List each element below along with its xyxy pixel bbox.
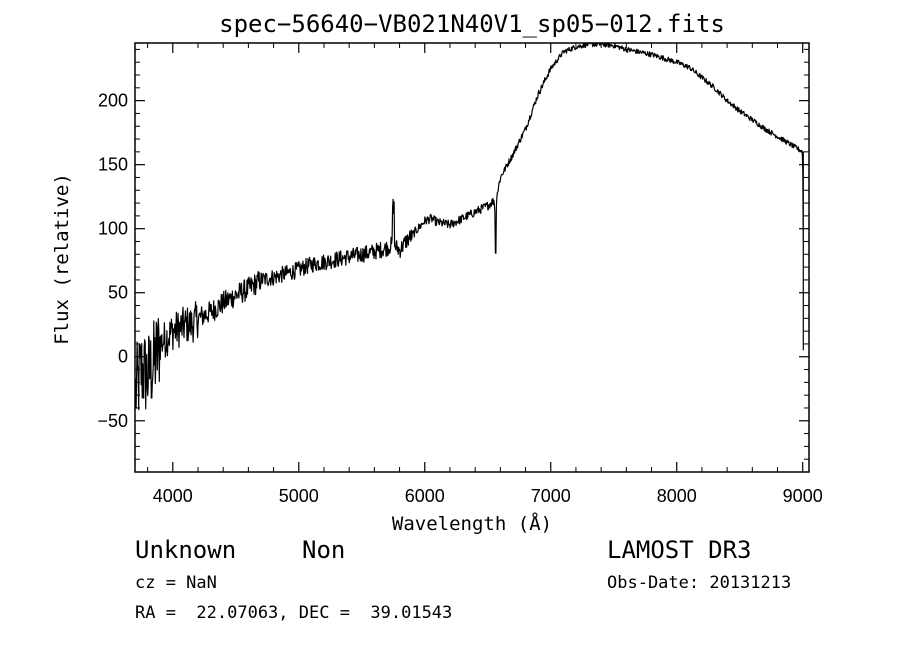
- y-tick-label: 50: [108, 283, 128, 303]
- x-tick-label: 9000: [783, 486, 823, 506]
- x-tick-label: 8000: [657, 486, 697, 506]
- y-tick-label: −50: [97, 411, 128, 431]
- plot-frame: [134, 42, 810, 473]
- coordinates-label: RA = 22.07063, DEC = 39.01543: [135, 603, 453, 623]
- object-subclass: Non: [302, 536, 346, 564]
- object-class: Unknown: [135, 536, 237, 564]
- y-tick-label: 150: [98, 155, 128, 175]
- y-tick-label: 200: [98, 91, 128, 111]
- x-tick-label: 4000: [153, 486, 193, 506]
- x-tick-label: 6000: [405, 486, 445, 506]
- survey-name: LAMOST DR3: [607, 536, 752, 564]
- x-tick-label: 5000: [279, 486, 319, 506]
- tick-label-group: 4000 5000 6000 7000 8000 9000 −50 0 50 100 150 200: [97, 91, 822, 506]
- spectrum-line: [135, 42, 804, 411]
- y-axis-label: Flux (relative): [51, 173, 73, 345]
- obs-date-label: Obs-Date: 20131213: [607, 573, 792, 593]
- y-tick-label: 0: [118, 347, 128, 367]
- x-axis-label: Wavelength (Å): [392, 512, 552, 535]
- x-tick-label: 7000: [531, 486, 571, 506]
- y-tick-label: 100: [98, 219, 128, 239]
- major-tick-group: [135, 43, 809, 472]
- chart-title: spec−56640−VB021N40V1_sp05−012.fits: [219, 10, 725, 38]
- redshift-label: cz = NaN: [135, 573, 217, 593]
